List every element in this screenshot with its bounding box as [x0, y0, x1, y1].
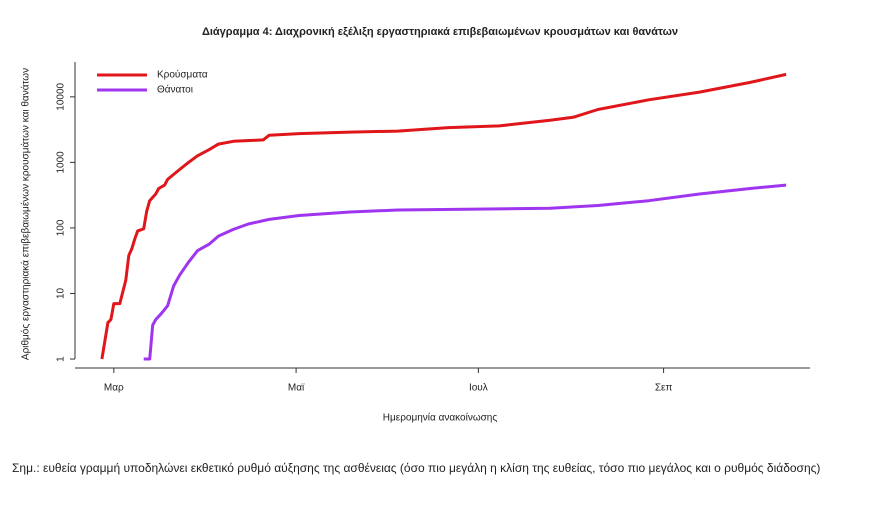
- y-axis-label: Αριθμός εργαστηριακά επιβεβαιωμένων κρου…: [20, 68, 32, 360]
- y-tick-label: 1: [56, 356, 67, 362]
- chart-title: Διάγραμμα 4: Διαχρονική εξέλιξη εργαστηρ…: [202, 26, 678, 38]
- x-tick-label: Μαρ: [104, 383, 124, 394]
- series-line: [100, 72, 787, 360]
- legend-label: Θάνατοι: [157, 84, 193, 96]
- chart: Διάγραμμα 4: Διαχρονική εξέλιξη εργαστηρ…: [20, 26, 810, 424]
- note: Σημ.: ευθεία γραμμή υποδηλώνει εκθετικό …: [12, 461, 821, 475]
- x-axis-label: Ημερομηνία ανακοίνωσης: [383, 412, 498, 424]
- y-tick-label: 1000: [56, 151, 67, 174]
- y-tick-label: 10000: [56, 82, 67, 110]
- y-tick-label: 10: [56, 287, 67, 299]
- x-tick-label: Ιουλ: [469, 383, 488, 394]
- x-tick-label: Μαϊ: [288, 383, 305, 394]
- y-tick-label: 100: [56, 219, 67, 236]
- legend-label: Κρούσματα: [157, 69, 208, 81]
- series-line: [143, 183, 787, 361]
- x-tick-label: Σεπ: [655, 383, 673, 394]
